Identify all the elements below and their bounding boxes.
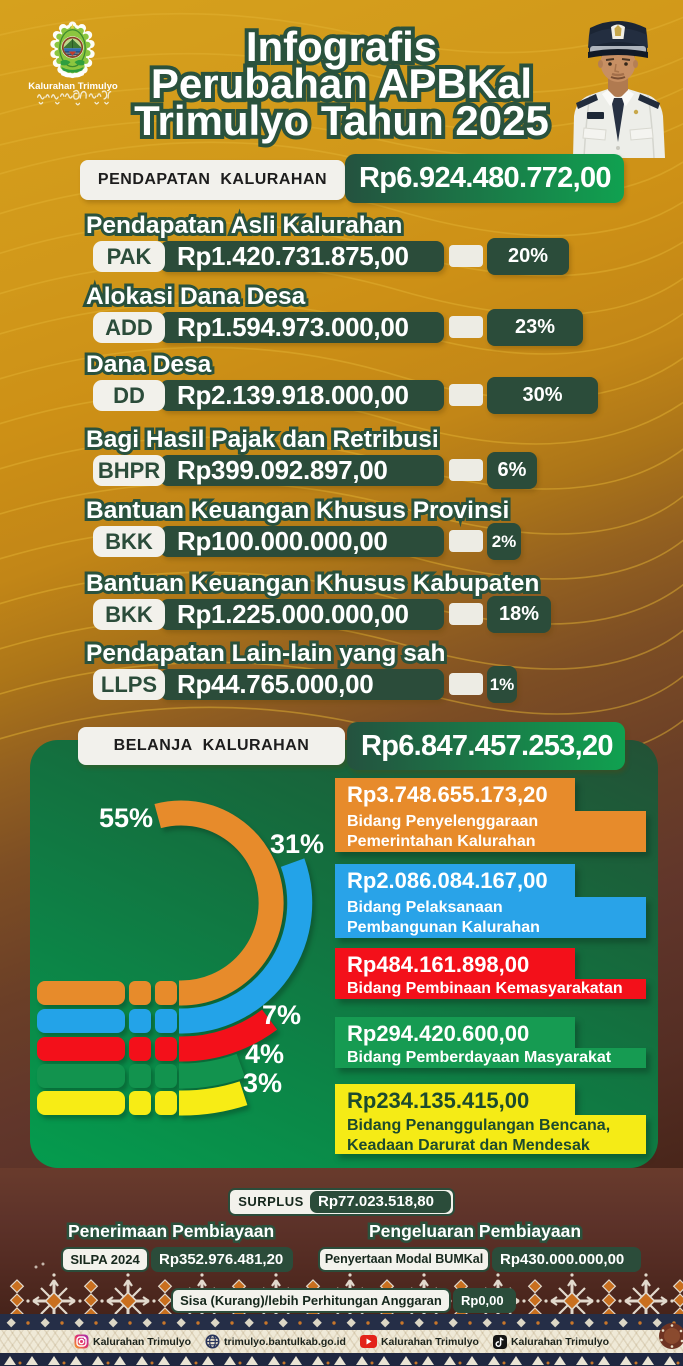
svg-text:Kalurahan Trimulyo: Kalurahan Trimulyo: [28, 81, 118, 92]
